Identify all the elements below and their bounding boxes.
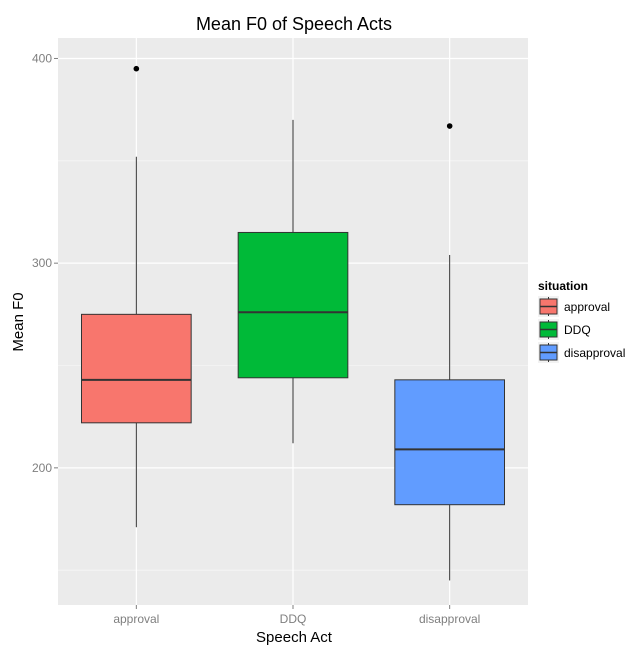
x-tick-label: approval: [113, 612, 159, 626]
box-body: [237, 231, 349, 379]
boxes: [81, 65, 506, 581]
box-approval: [81, 65, 192, 528]
box-ddq: [237, 119, 349, 444]
y-tick-label: 400: [32, 51, 52, 65]
x-axis-title: Speech Act: [256, 629, 333, 646]
x-tick-label: disapproval: [419, 612, 480, 626]
outlier-point: [133, 65, 140, 72]
legend-label: DDQ: [564, 323, 591, 337]
chart-title: Mean F0 of Speech Acts: [196, 14, 392, 34]
axes: 200 300 400 approval DDQ disapproval: [32, 51, 480, 626]
legend-item-disapproval: disapproval: [538, 342, 625, 363]
box-body: [81, 313, 192, 424]
outlier-point: [446, 123, 453, 129]
legend-label: approval: [564, 300, 610, 314]
legend: situation approval DDQ disapproval: [538, 279, 625, 363]
legend-label: disapproval: [564, 346, 625, 360]
x-tick-label: DDQ: [280, 612, 307, 626]
box-body: [394, 379, 506, 506]
y-tick-label: 300: [32, 256, 52, 270]
box-disapproval: [394, 123, 506, 581]
legend-item-approval: approval: [538, 296, 610, 317]
legend-title: situation: [538, 279, 588, 293]
y-axis-title: Mean F0: [10, 292, 27, 351]
legend-item-ddq: DDQ: [538, 319, 591, 340]
y-tick-label: 200: [32, 461, 52, 475]
